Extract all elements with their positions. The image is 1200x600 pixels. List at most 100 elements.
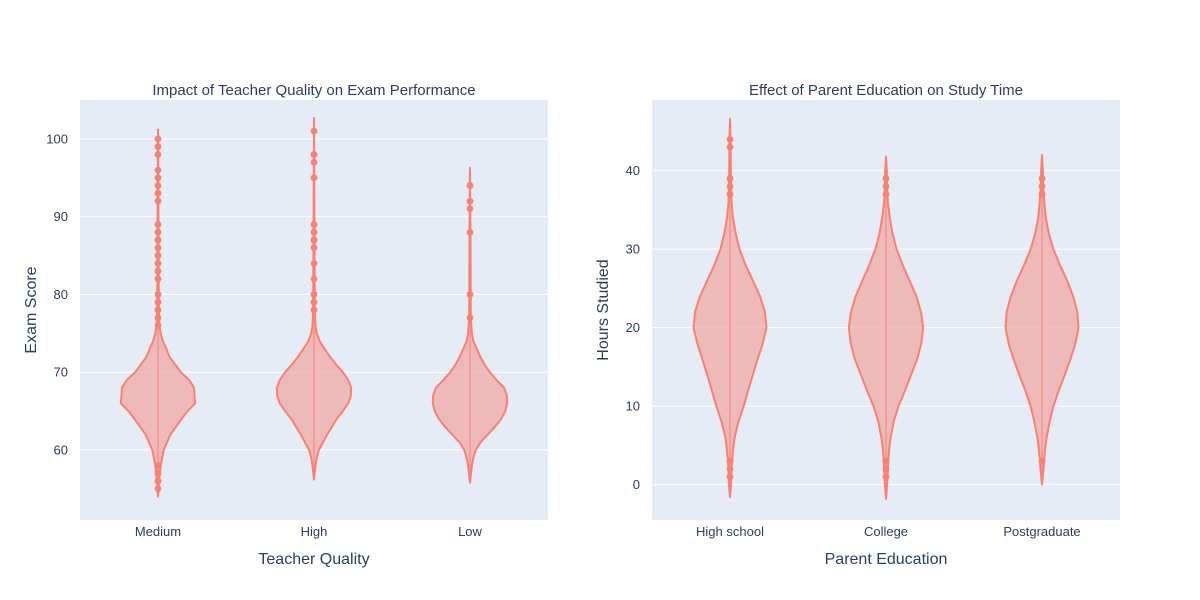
y-tick-label: 70	[54, 365, 68, 380]
outlier-point	[726, 465, 734, 473]
outlier-point	[154, 298, 162, 306]
outlier-point	[154, 477, 162, 485]
outlier-point	[726, 135, 734, 143]
outlier-point	[154, 182, 162, 189]
y-tick-label: 10	[626, 399, 640, 414]
outlier-point	[1038, 457, 1046, 465]
violin-body	[692, 117, 768, 499]
outlier-point	[154, 462, 162, 469]
x-tick-label: Postgraduate	[1003, 524, 1080, 539]
y-axis-title-parent-education: Hours Studied	[595, 259, 612, 360]
outlier-point	[154, 322, 162, 329]
outlier-point	[1038, 182, 1046, 190]
outlier-point	[466, 182, 474, 189]
violin-body	[431, 166, 509, 484]
outlier-point	[310, 306, 318, 314]
outlier-point	[726, 182, 734, 190]
outlier-point	[154, 189, 162, 197]
violin-body	[847, 155, 925, 500]
y-tick-label: 20	[626, 320, 640, 335]
chart-title-parent-education: Effect of Parent Education on Study Time	[749, 82, 1023, 99]
chart-teacher-quality: 60 70 80 90 100 Medium High Low Impact of Teac…	[23, 82, 548, 568]
outlier-point	[154, 306, 162, 314]
outlier-point	[154, 228, 162, 236]
x-axis-title-parent-education: Parent Education	[825, 551, 948, 568]
outlier-point	[310, 259, 318, 267]
outlier-point	[466, 314, 474, 322]
y-tick-label: 0	[633, 477, 640, 492]
outlier-point	[310, 174, 318, 182]
violin-high	[275, 116, 353, 481]
outlier-point	[726, 473, 734, 481]
outlier-point	[154, 151, 162, 158]
outlier-point	[154, 291, 162, 298]
outlier-point	[882, 175, 890, 182]
outlier-point	[154, 135, 162, 143]
y-axis-title-teacher-quality: Exam Score	[23, 266, 40, 353]
outlier-point	[726, 457, 734, 465]
violin-body	[275, 116, 353, 481]
violin-medium	[119, 128, 197, 498]
x-tick-label: College	[864, 524, 908, 539]
violin-college	[847, 155, 925, 500]
outlier-point	[310, 244, 318, 252]
y-tick-label: 30	[626, 242, 640, 257]
outlier-point	[310, 228, 318, 236]
chart-title-teacher-quality: Impact of Teacher Quality on Exam Perfor…	[152, 82, 475, 99]
outlier-point	[726, 143, 734, 151]
outlier-point	[154, 469, 162, 477]
y-tick-label: 90	[54, 209, 68, 224]
outlier-point	[154, 314, 162, 322]
violins-parent-education	[692, 117, 1080, 500]
violins-teacher-quality	[119, 116, 509, 498]
outlier-point	[882, 457, 890, 465]
y-tick-label: 80	[54, 287, 68, 302]
outlier-point	[882, 182, 890, 190]
outlier-point	[466, 197, 474, 205]
x-tick-label: High school	[696, 524, 764, 539]
outlier-point	[154, 485, 162, 493]
y-ticks-teacher-quality: 60 70 80 90 100	[46, 131, 68, 457]
outlier-point	[466, 291, 474, 298]
outlier-point	[154, 197, 162, 205]
y-tick-label: 40	[626, 163, 640, 178]
outlier-point	[310, 275, 318, 283]
chart-parent-education: 0 10 20 30 40 High school College Postgraduate…	[595, 82, 1120, 568]
outlier-point	[154, 166, 162, 174]
x-tick-label: Low	[458, 524, 482, 539]
outlier-point	[154, 244, 162, 252]
outlier-point	[726, 175, 734, 182]
x-tick-label: High	[301, 524, 328, 539]
outlier-point	[310, 298, 318, 306]
outlier-point	[882, 465, 890, 473]
outlier-point	[310, 236, 318, 244]
x-axis-title-teacher-quality: Teacher Quality	[258, 551, 369, 568]
outlier-point	[154, 143, 162, 151]
y-tick-label: 100	[46, 131, 68, 146]
outlier-point	[1038, 190, 1046, 198]
outlier-point	[466, 228, 474, 236]
outlier-point	[726, 190, 734, 198]
outlier-point	[1038, 175, 1046, 182]
outlier-point	[154, 221, 162, 228]
outlier-point	[882, 473, 890, 481]
x-tick-label: Medium	[135, 524, 181, 539]
outlier-point	[154, 259, 162, 267]
outlier-point	[154, 275, 162, 283]
violin-low	[431, 166, 509, 484]
outlier-point	[154, 267, 162, 275]
outlier-point	[310, 221, 318, 228]
outlier-point	[310, 291, 318, 298]
violin-high-school	[692, 117, 768, 499]
outlier-point	[310, 158, 318, 166]
y-tick-label: 60	[54, 443, 68, 458]
violin-postgraduate	[1004, 154, 1080, 486]
outlier-point	[466, 205, 474, 213]
violin-body	[1004, 154, 1080, 486]
outlier-point	[310, 127, 318, 135]
outlier-point	[882, 190, 890, 198]
y-ticks-parent-education: 0 10 20 30 40	[626, 163, 640, 492]
outlier-point	[310, 151, 318, 158]
outlier-point	[154, 252, 162, 259]
